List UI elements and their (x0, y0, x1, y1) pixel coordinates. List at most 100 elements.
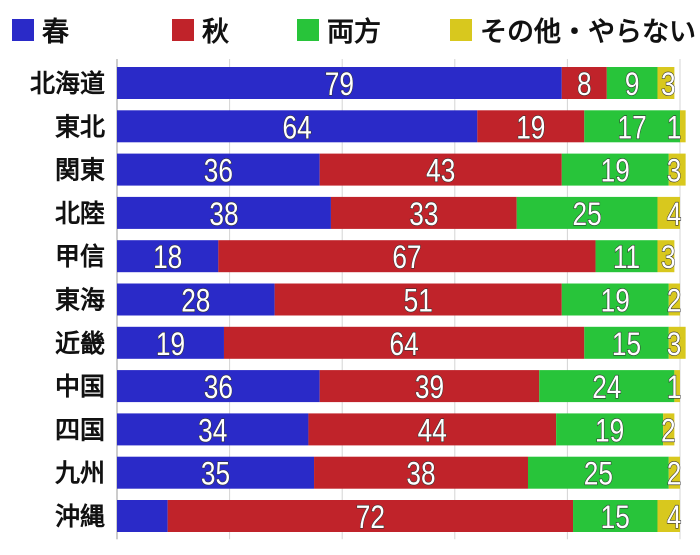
bar-segment (218, 240, 596, 273)
legend-label: その他・やらない (480, 17, 696, 48)
category-label: 四国 (55, 415, 105, 444)
data-label: 3 (661, 241, 676, 276)
data-label: 79 (325, 68, 354, 103)
data-label: 39 (415, 371, 444, 406)
data-label: 28 (181, 284, 210, 319)
data-label: 35 (201, 457, 230, 492)
bar-segment (657, 67, 675, 99)
legend-label: 両方 (327, 17, 381, 48)
data-label: 24 (592, 371, 621, 406)
bar-segment (117, 67, 562, 99)
bar-segment (657, 240, 675, 273)
bar-segment (668, 283, 680, 316)
legend: 春 秋 両方 その他・やらない (0, 10, 700, 50)
category-label: 北陸 (55, 199, 105, 228)
legend-swatch (450, 18, 472, 41)
data-label: 4 (667, 198, 682, 233)
bar-segment (167, 500, 574, 532)
bar-segment (223, 326, 585, 359)
data-label: 15 (601, 501, 630, 536)
category-label: 東海 (55, 286, 105, 315)
bar-segment (606, 67, 658, 99)
category-label: 甲信 (55, 242, 105, 271)
data-label: 2 (667, 457, 682, 492)
bar-segment (330, 196, 517, 229)
data-label: 11 (613, 241, 640, 276)
bar-segment (117, 456, 315, 489)
data-label: 18 (153, 241, 182, 276)
bar-segment (117, 240, 219, 273)
bar-segment (561, 153, 669, 186)
data-label: 33 (409, 198, 438, 233)
legend-item-spring: 春 (12, 10, 69, 49)
data-label: 25 (573, 198, 602, 233)
bar-segment (663, 413, 675, 446)
data-label: 8 (577, 68, 592, 103)
bar-segment (477, 110, 585, 143)
bar-segment (117, 500, 168, 532)
bar-segment (668, 153, 686, 186)
data-label: 25 (584, 457, 613, 492)
data-label: 72 (356, 501, 385, 536)
legend-item-other: その他・やらない (450, 10, 696, 49)
bar-segment (556, 413, 664, 446)
category-label: 九州 (54, 459, 105, 488)
bar-segment (584, 110, 680, 143)
bar-segment (561, 283, 669, 316)
bar-segment (561, 67, 607, 99)
bar-segment (117, 110, 478, 143)
bar-segment (319, 370, 540, 403)
data-label: 19 (516, 111, 545, 146)
data-label: 15 (612, 327, 641, 362)
bar-segment (584, 326, 669, 359)
bar-segment (319, 153, 562, 186)
data-label: 3 (667, 327, 682, 362)
bar-segment (308, 413, 557, 446)
bar-segment (117, 196, 331, 229)
legend-swatch (12, 18, 34, 41)
bar-segment (539, 370, 675, 403)
data-label: 17 (618, 111, 647, 146)
data-label: 64 (390, 327, 419, 362)
category-label: 関東 (55, 156, 105, 185)
data-label: 38 (209, 198, 238, 233)
data-label: 1 (667, 371, 682, 406)
bar-segment (680, 110, 686, 143)
data-label: 43 (426, 154, 455, 189)
bar-segment (314, 456, 528, 489)
bar-segment (117, 370, 320, 403)
data-label: 19 (595, 414, 624, 449)
bar-segment (117, 413, 309, 446)
category-label: 沖縄 (55, 502, 105, 531)
bar-segment (595, 240, 658, 273)
bar-segment (573, 500, 658, 532)
bar-segment (668, 326, 686, 359)
bar-segment (668, 456, 680, 489)
legend-swatch (172, 18, 194, 41)
legend-label: 秋 (202, 17, 229, 48)
data-label: 64 (283, 111, 312, 146)
data-label: 2 (667, 284, 682, 319)
data-label: 67 (392, 241, 421, 276)
data-label: 36 (204, 371, 233, 406)
data-label: 38 (406, 457, 435, 492)
data-label: 3 (661, 68, 676, 103)
bar-segment (527, 456, 669, 489)
bar-segment (274, 283, 562, 316)
data-label: 44 (418, 414, 447, 449)
legend-swatch (297, 18, 319, 41)
bar-segment (674, 370, 680, 403)
data-label: 19 (601, 284, 630, 319)
data-label: 3 (667, 154, 682, 189)
category-label: 近畿 (55, 329, 105, 358)
bar-segment (657, 500, 680, 532)
bar-segment (117, 153, 320, 186)
category-label: 北海道 (30, 69, 105, 98)
bar-segment (516, 196, 658, 229)
legend-item-autumn: 秋 (172, 10, 229, 49)
legend-label: 春 (42, 17, 69, 48)
data-label: 1 (667, 111, 682, 146)
data-label: 34 (198, 414, 227, 449)
legend-item-both: 両方 (297, 10, 381, 49)
